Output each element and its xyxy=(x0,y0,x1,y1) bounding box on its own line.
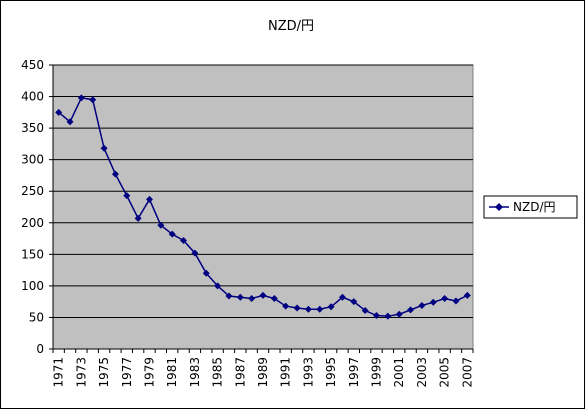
gridlines xyxy=(53,64,473,318)
axes: 0 50 100 150 200 250 300 350 400 450 1971 1973 1975 1… xyxy=(21,58,474,388)
data-point xyxy=(270,295,278,303)
y-tick-label: 400 xyxy=(21,90,44,104)
x-tick-label: 1991 xyxy=(279,357,293,388)
chart-title: NZD/円 xyxy=(268,19,314,34)
data-point xyxy=(304,305,312,313)
x-tick-label: 1985 xyxy=(211,357,225,388)
data-point xyxy=(452,297,460,305)
x-tick-label: 1997 xyxy=(347,357,361,388)
data-point xyxy=(157,221,165,229)
y-tick-label: 200 xyxy=(21,216,44,230)
x-tick-label: 1999 xyxy=(370,357,384,388)
y-tick-label: 350 xyxy=(21,121,44,135)
data-point xyxy=(395,310,403,318)
data-point xyxy=(123,192,131,200)
y-tick-label: 100 xyxy=(21,279,44,293)
data-point xyxy=(191,249,199,257)
data-point xyxy=(429,298,437,306)
legend-marker-swatch xyxy=(495,203,503,211)
x-tick-label: 1971 xyxy=(52,357,66,388)
data-point xyxy=(202,269,210,277)
x-tick-label: 1987 xyxy=(233,357,247,388)
data-point xyxy=(180,236,188,244)
x-tick-label: 1981 xyxy=(165,357,179,388)
x-tick-label: 1975 xyxy=(97,357,111,388)
legend-entry-label: NZD/円 xyxy=(513,200,555,214)
data-point xyxy=(66,118,74,126)
data-point xyxy=(225,292,233,300)
data-point xyxy=(293,304,301,312)
y-tick-label: 50 xyxy=(29,310,44,324)
data-point xyxy=(111,170,119,178)
x-tick-label: 1995 xyxy=(324,357,338,388)
data-point xyxy=(214,282,222,290)
x-tick-label: 2005 xyxy=(438,357,452,388)
data-point xyxy=(463,291,471,299)
y-tick-label: 250 xyxy=(21,184,44,198)
x-tick-label: 2001 xyxy=(392,357,406,388)
data-point xyxy=(134,214,142,222)
y-tick-label: 300 xyxy=(21,153,44,167)
data-point xyxy=(55,108,63,116)
data-point xyxy=(248,295,256,303)
data-point xyxy=(236,293,244,301)
data-point xyxy=(316,305,324,313)
y-tick-label: 150 xyxy=(21,247,44,261)
y-tick-label: 450 xyxy=(21,58,44,72)
data-point xyxy=(77,94,85,102)
x-tick-label: 1977 xyxy=(120,357,134,388)
data-point xyxy=(361,307,369,315)
legend-box xyxy=(483,195,578,219)
data-point xyxy=(145,195,153,203)
x-tick-label: 2007 xyxy=(460,357,474,388)
x-tick-label: 1989 xyxy=(256,357,270,388)
data-point xyxy=(168,230,176,238)
x-tick-label: 1983 xyxy=(188,357,202,388)
x-tick-label: 1979 xyxy=(142,357,156,388)
data-point xyxy=(282,302,290,310)
data-point xyxy=(441,295,449,303)
y-tick-label: 0 xyxy=(36,342,44,356)
data-point xyxy=(100,144,108,152)
data-point xyxy=(327,303,335,311)
x-tick-label: 2003 xyxy=(415,357,429,388)
data-point xyxy=(89,96,97,104)
series-layer xyxy=(55,94,471,320)
x-tick-label: 1973 xyxy=(74,357,88,388)
data-point xyxy=(259,291,267,299)
plot-area xyxy=(52,64,474,350)
legend: NZD/円 xyxy=(483,195,578,219)
data-point xyxy=(373,312,381,320)
data-point xyxy=(350,298,358,306)
data-point xyxy=(407,306,415,314)
x-tick-label: 1993 xyxy=(301,357,315,388)
data-point xyxy=(384,312,392,320)
data-point xyxy=(418,301,426,309)
data-point xyxy=(338,293,346,301)
